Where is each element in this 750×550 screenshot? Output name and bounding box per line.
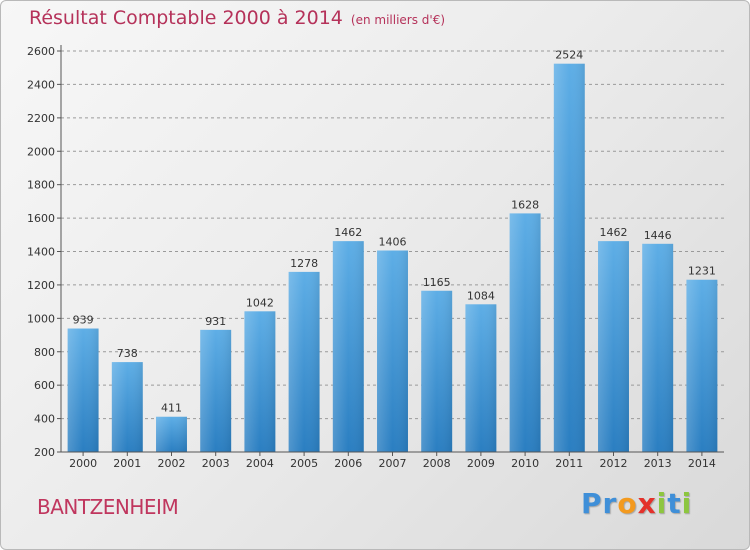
value-label-2014: 1231 — [688, 265, 716, 278]
logo-letter: i — [656, 487, 668, 520]
x-tick-label-2007: 2007 — [379, 457, 407, 470]
value-label-2007: 1406 — [379, 235, 407, 248]
value-label-2011: 2524 — [555, 49, 583, 62]
value-label-2006: 1462 — [334, 226, 362, 239]
y-tick-label: 1200 — [27, 279, 55, 292]
y-tick-label: 800 — [34, 346, 55, 359]
chart-title: Résultat Comptable 2000 à 2014 (en millie… — [29, 7, 445, 29]
bar-shine-2012 — [598, 241, 629, 452]
y-tick-label: 1000 — [27, 312, 55, 325]
bar-shine-2002 — [156, 416, 187, 452]
x-tick-label-2000: 2000 — [69, 457, 97, 470]
logo-letter: r — [602, 487, 618, 520]
value-label-2004: 1042 — [246, 296, 274, 309]
y-tick-label: 1400 — [27, 246, 55, 259]
bar-shine-2001 — [111, 362, 143, 452]
y-tick-label: 2600 — [27, 45, 55, 58]
value-label-2000: 939 — [73, 314, 94, 327]
x-tick-label-2012: 2012 — [600, 457, 628, 470]
x-tick-label-2014: 2014 — [688, 457, 716, 470]
x-tick-label-2010: 2010 — [511, 457, 539, 470]
bar-shine-2003 — [200, 329, 232, 452]
x-tick-label-2006: 2006 — [334, 457, 362, 470]
axes — [57, 45, 724, 456]
y-tick-label: 1800 — [27, 179, 55, 192]
bar-shine-2000 — [67, 328, 99, 452]
value-label-2009: 1084 — [467, 289, 495, 302]
value-label-2001: 738 — [117, 347, 138, 360]
y-tick-label: 1600 — [27, 212, 55, 225]
logo-letter: i — [681, 487, 693, 520]
value-label-2013: 1446 — [644, 229, 672, 242]
x-tick-label-2001: 2001 — [113, 457, 141, 470]
bar-shine-2008 — [421, 290, 453, 452]
x-tick-label-2011: 2011 — [555, 457, 583, 470]
y-tick-label: 200 — [34, 446, 55, 459]
logo-letter: P — [581, 487, 603, 520]
bar-shine-2009 — [465, 304, 497, 452]
y-tick-label: 400 — [34, 413, 55, 426]
value-label-2012: 1462 — [600, 226, 628, 239]
value-label-2010: 1628 — [511, 198, 539, 211]
x-tick-label-2002: 2002 — [158, 457, 186, 470]
logo-letter: o — [617, 487, 638, 520]
labels: 200 400 600 800 1000 1200 1400 1600 1800 2000 2200… — [27, 45, 716, 470]
proxiti-logo: Proxiti — [581, 487, 692, 520]
bar-shine-2013 — [642, 243, 674, 452]
x-tick-label-2009: 2009 — [467, 457, 495, 470]
value-label-2003: 931 — [205, 315, 226, 328]
value-label-2005: 1278 — [290, 257, 318, 270]
value-label-2002: 411 — [161, 402, 182, 415]
logo-letter: x — [637, 487, 657, 520]
x-tick-label-2013: 2013 — [644, 457, 672, 470]
bar-shine-2010 — [509, 213, 541, 452]
bar-shine-2006 — [332, 241, 364, 452]
bar-shine-2011 — [553, 63, 585, 452]
x-tick-label-2008: 2008 — [423, 457, 451, 470]
y-tick-label: 2200 — [27, 112, 55, 125]
x-tick-label-2005: 2005 — [290, 457, 318, 470]
logo-letter: t — [667, 487, 682, 520]
bars — [67, 63, 718, 452]
bar-shine-2007 — [377, 250, 408, 452]
bar-shine-2014 — [686, 279, 718, 452]
y-tick-label: 2000 — [27, 145, 55, 158]
y-tick-label: 2400 — [27, 78, 55, 91]
value-label-2008: 1165 — [423, 276, 451, 289]
x-tick-label-2003: 2003 — [202, 457, 230, 470]
bar-shine-2005 — [288, 271, 320, 452]
bar-shine-2004 — [244, 311, 276, 452]
y-tick-label: 600 — [34, 379, 55, 392]
x-tick-label-2004: 2004 — [246, 457, 274, 470]
commune-name: BANTZENHEIM — [37, 495, 179, 519]
chart-subtitle: (en milliers d'€) — [350, 13, 446, 27]
chart-title-main: Résultat Comptable 2000 à 2014 — [29, 7, 343, 29]
